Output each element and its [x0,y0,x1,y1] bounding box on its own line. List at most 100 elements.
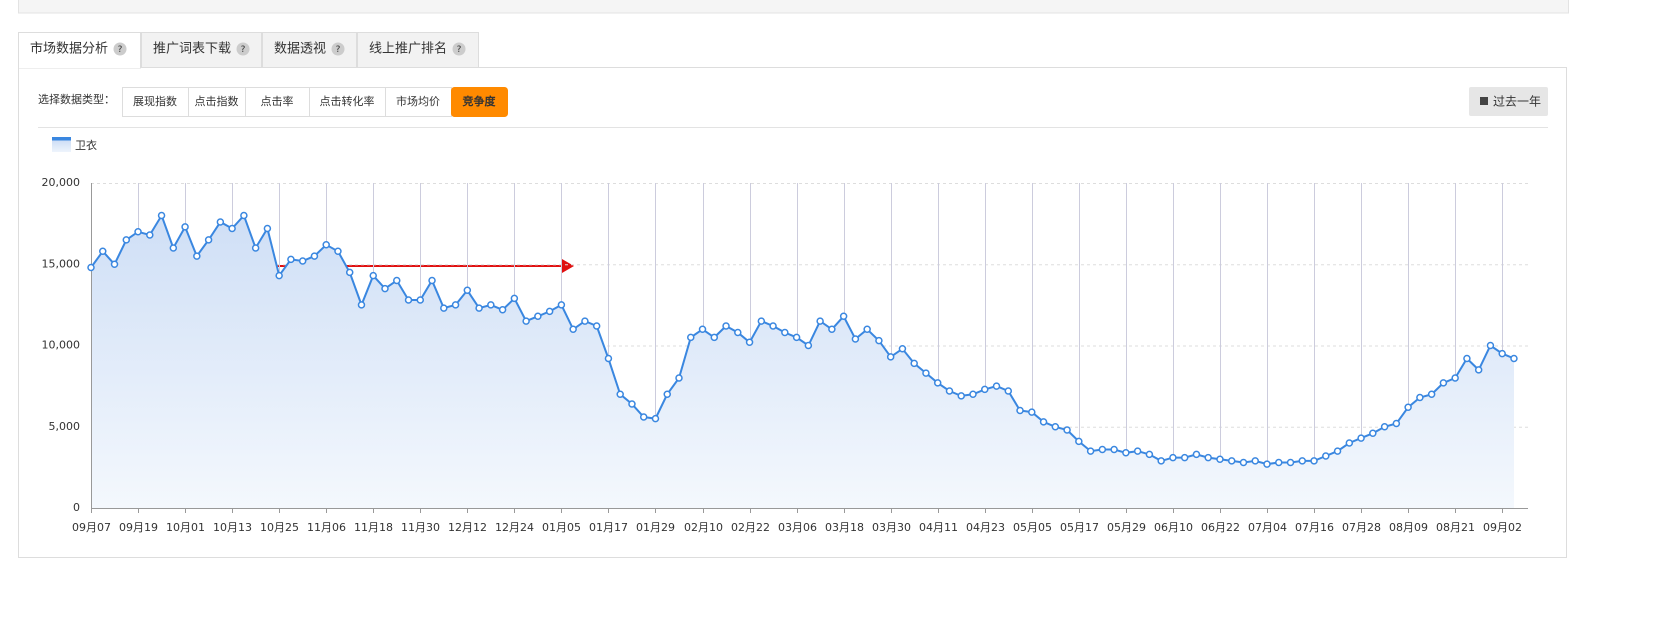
data-type-button[interactable] [385,87,452,117]
marker [122,236,131,244]
marker [134,228,142,236]
x-tick-label: 09月07 [72,521,111,534]
x-tick-label: 10月13 [213,521,252,534]
marker [1263,460,1271,468]
marker [1392,419,1401,428]
marker [1039,418,1048,426]
help-icon [452,42,466,56]
marker [1474,366,1483,374]
tab-label: 推广词表下载 [153,42,231,57]
x-tick-label: 04月23 [966,521,1005,534]
x-tick-label: 11月06 [307,521,346,534]
help-icon-glyph: ? [457,45,462,55]
x-tick-label: 05月29 [1107,521,1146,534]
data-type-label: 竞争度 [463,94,497,108]
marker [357,301,366,309]
marker [663,390,671,398]
x-tick-label: 03月30 [872,521,911,534]
help-icon-glyph: ? [336,45,341,55]
marker [440,304,448,312]
marker [1110,445,1118,454]
x-tick-label: 05月05 [1013,521,1052,534]
marker [1051,423,1060,431]
marker [1086,447,1095,455]
marker [804,341,813,350]
marker [1016,406,1024,415]
x-tick-label: 12月24 [495,521,534,534]
x-tick-label: 01月17 [589,521,628,534]
date-button[interactable] [1469,87,1548,116]
x-tick-label: 11月30 [401,521,440,534]
marker [251,244,260,252]
marker [745,338,754,346]
marker [157,211,166,220]
legend-icon [52,137,71,152]
marker [1180,453,1189,462]
marker [1298,457,1307,465]
marker [722,322,730,330]
top-bar [18,0,1569,14]
marker [1439,379,1448,387]
y-tick-label: 20,000 [42,176,81,189]
marker [1275,458,1283,467]
marker [322,241,330,249]
x-tick-label: 04月11 [919,521,958,534]
x-tick-label: 06月10 [1154,521,1193,534]
marker [451,301,460,309]
help-icon [113,42,127,56]
x-tick-label: 07月28 [1342,521,1381,534]
marker [1145,450,1154,459]
data-type-button[interactable] [451,87,508,117]
marker [1157,457,1165,465]
marker [534,312,542,320]
marker [910,359,918,368]
marker [87,263,95,272]
marker [228,224,236,233]
marker [816,317,824,325]
marker [1333,447,1342,455]
x-tick-label: 06月22 [1201,521,1240,534]
marker [1216,455,1224,463]
marker [839,312,848,320]
x-tick-label: 11月18 [354,521,393,534]
marker [828,325,836,333]
date-button-label: 过去一年 [1493,95,1541,109]
x-tick-label: 10月01 [166,521,205,534]
marker [1098,445,1107,454]
data-type-button[interactable] [245,87,310,117]
marker [628,400,636,408]
x-tick-label: 01月29 [636,521,675,534]
data-type-button[interactable] [188,87,246,117]
help-icon [236,42,250,56]
marker [639,413,648,421]
x-tick-label: 05月17 [1060,521,1099,534]
marker [851,335,860,343]
data-type-button[interactable] [122,87,189,117]
marker [992,382,1001,390]
marker [334,247,342,255]
marker [510,294,519,303]
tab-label: 线上推广排名 [369,41,447,57]
x-tick-label: 02月22 [731,521,770,534]
marker [99,247,107,255]
marker [193,252,201,260]
x-tick-label: 08月21 [1436,521,1475,534]
marker [581,317,589,325]
x-tick-label: 03月06 [778,521,817,534]
marker [933,379,942,387]
x-tick-label: 10月25 [260,521,299,534]
marker [757,317,766,325]
help-icon-glyph: ? [118,45,123,55]
tab-label: 数据透视 [274,42,326,57]
marker [863,325,871,333]
marker [1169,453,1177,462]
marker [1227,457,1236,465]
marker [1239,458,1248,467]
marker [922,369,930,377]
x-tick-label: 07月04 [1248,521,1287,534]
x-tick-label: 07月16 [1295,521,1334,534]
marker [1345,439,1354,447]
marker [1286,458,1295,467]
